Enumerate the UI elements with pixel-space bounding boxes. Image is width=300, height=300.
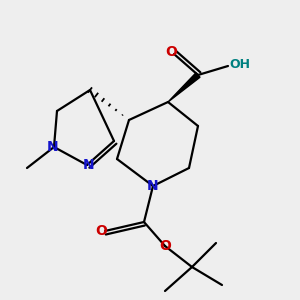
Text: N: N xyxy=(47,140,58,154)
Text: N: N xyxy=(147,179,159,193)
Text: O: O xyxy=(159,239,171,253)
Text: OH: OH xyxy=(230,58,250,71)
Text: N: N xyxy=(83,158,94,172)
Polygon shape xyxy=(168,73,200,102)
Text: O: O xyxy=(165,46,177,59)
Text: O: O xyxy=(95,224,107,238)
